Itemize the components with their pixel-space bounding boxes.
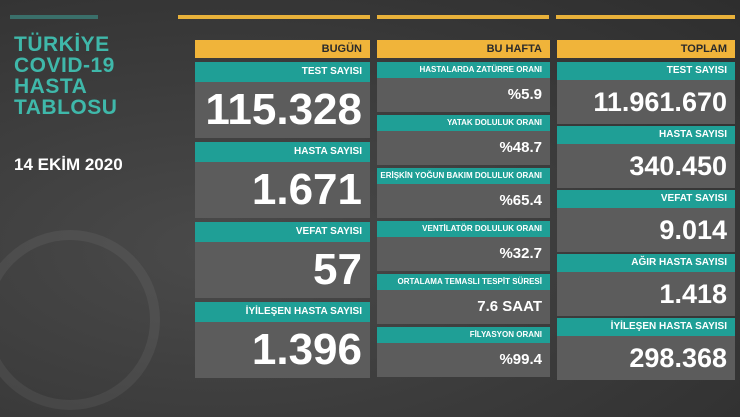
title-line: TÜRKİYE bbox=[14, 33, 110, 56]
emblem bbox=[0, 230, 160, 410]
stat-label: VEFAT SAYISI bbox=[557, 190, 735, 208]
stat-label: HASTA SAYISI bbox=[195, 142, 370, 162]
stat-value: 1.396 bbox=[195, 322, 370, 378]
stat-value: %5.9 bbox=[377, 78, 550, 112]
stat-label: ERİŞKİN YOĞUN BAKIM DOLULUK ORANI bbox=[377, 168, 550, 184]
stat-label: FİLYASYON ORANI bbox=[377, 327, 550, 343]
column-header: TOPLAM bbox=[557, 40, 735, 58]
stat-value: 11.961.670 bbox=[557, 80, 735, 124]
date: 14 EKİM 2020 bbox=[14, 155, 123, 174]
stat-label: TEST SAYISI bbox=[195, 62, 370, 82]
top-line bbox=[377, 15, 549, 19]
stat-value: 340.450 bbox=[557, 144, 735, 188]
stat-value: 1.671 bbox=[195, 162, 370, 218]
stat-value: 9.014 bbox=[557, 208, 735, 252]
title-line: COVID-19 bbox=[14, 54, 115, 77]
column-header: BU HAFTA bbox=[377, 40, 550, 58]
stat-value: 1.418 bbox=[557, 272, 735, 316]
stat-label: VEFAT SAYISI bbox=[195, 222, 370, 242]
top-line bbox=[10, 15, 98, 19]
stat-label: AĞIR HASTA SAYISI bbox=[557, 254, 735, 272]
stat-value: %32.7 bbox=[377, 237, 550, 271]
title-line: HASTA bbox=[14, 75, 88, 98]
stat-label: VENTİLATÖR DOLULUK ORANI bbox=[377, 221, 550, 237]
stat-label: İYİLEŞEN HASTA SAYISI bbox=[557, 318, 735, 336]
stat-label: YATAK DOLULUK ORANI bbox=[377, 115, 550, 131]
title-line: TABLOSU bbox=[14, 96, 118, 119]
stat-value: 115.328 bbox=[195, 82, 370, 138]
stat-label: HASTA SAYISI bbox=[557, 126, 735, 144]
stat-label: İYİLEŞEN HASTA SAYISI bbox=[195, 302, 370, 322]
stat-label: HASTALARDA ZATÜRRE ORANI bbox=[377, 62, 550, 78]
stat-label: TEST SAYISI bbox=[557, 62, 735, 80]
stat-value: 298.368 bbox=[557, 336, 735, 380]
stat-value: %65.4 bbox=[377, 184, 550, 218]
top-line bbox=[178, 15, 370, 19]
stat-value: 57 bbox=[195, 242, 370, 298]
stat-value: %99.4 bbox=[377, 343, 550, 377]
stat-value: 7.6 SAAT bbox=[377, 290, 550, 324]
stat-label: ORTALAMA TEMASLI TESPİT SÜRESİ bbox=[377, 274, 550, 290]
title: TÜRKİYE COVID-19 HASTA TABLOSU bbox=[14, 34, 117, 118]
column-header: BUGÜN bbox=[195, 40, 370, 58]
top-line bbox=[556, 15, 735, 19]
stat-value: %48.7 bbox=[377, 131, 550, 165]
